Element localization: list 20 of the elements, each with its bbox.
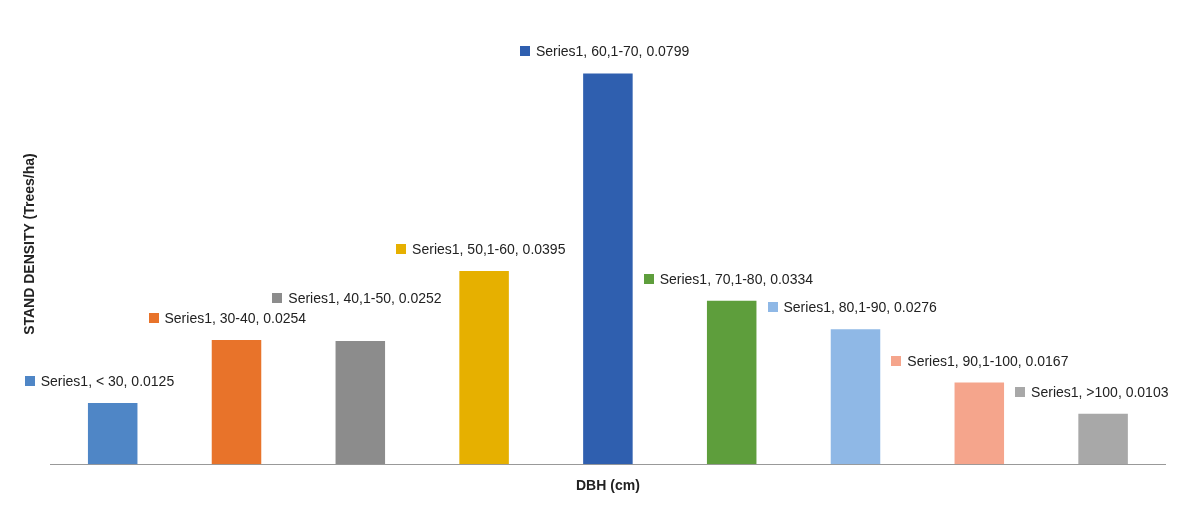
data-label: Series1, < 30, 0.0125: [40, 373, 175, 390]
data-label: Series1, 90,1-100, 0.0167: [907, 352, 1069, 369]
bar: [335, 340, 386, 465]
bar: [1078, 413, 1128, 465]
data-label: Series1, 50,1-60, 0.0395: [412, 241, 566, 257]
bar: [211, 339, 262, 465]
data-label: Series1, 80,1-90, 0.0276: [783, 299, 937, 316]
x-axis-title: DBH (cm): [576, 477, 640, 494]
bar: [830, 329, 881, 465]
data-label: Series1, 60,1-70, 0.0799: [535, 43, 690, 60]
data-label: Series1, 30-40, 0.0254: [164, 309, 307, 326]
data-label: Series1, 70,1-80, 0.0334: [659, 270, 814, 287]
bar: [583, 73, 633, 465]
data-label: Series1, 40,1-50, 0.0252: [288, 289, 442, 306]
bar: [459, 271, 509, 465]
bar: [954, 382, 1005, 465]
data-label: Series1, >100, 0.0103: [1031, 383, 1169, 400]
bar: [706, 300, 757, 465]
bar: [87, 403, 138, 465]
y-axis-title: STAND DENSITY (Trees/ha): [21, 153, 38, 335]
